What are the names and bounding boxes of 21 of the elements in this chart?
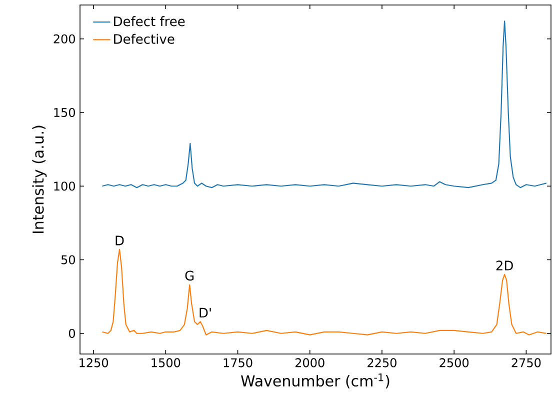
x-tick-label: 2500 <box>440 358 469 368</box>
x-axis-title: Wavenumber (cm$^{-1}$) <box>241 373 390 388</box>
annotation: G <box>185 270 194 281</box>
x-tick-label: 2250 <box>368 358 396 368</box>
x-tick-label: 1500 <box>152 358 180 368</box>
x-tick-label: 2000 <box>295 358 324 368</box>
annotation: D <box>116 236 124 246</box>
x-tick-label: 1250 <box>80 358 108 368</box>
y-tick-label: 50 <box>61 255 76 264</box>
x-tick-label: 2750 <box>512 358 541 368</box>
legend-label: Defective <box>114 34 174 44</box>
line-series <box>102 248 547 336</box>
y-tick-label: 100 <box>54 182 76 191</box>
y-axis-title: Intensity (a.u.) <box>32 126 47 234</box>
y-tick-label: 0 <box>68 328 76 338</box>
y-tick-label: 150 <box>54 108 76 118</box>
x-tick-label: 1750 <box>224 358 252 368</box>
annotation: D' <box>200 308 211 318</box>
y-tick-label: 200 <box>54 34 76 44</box>
annotation: 2D <box>496 260 513 270</box>
legend-label: Defect free <box>114 16 185 26</box>
